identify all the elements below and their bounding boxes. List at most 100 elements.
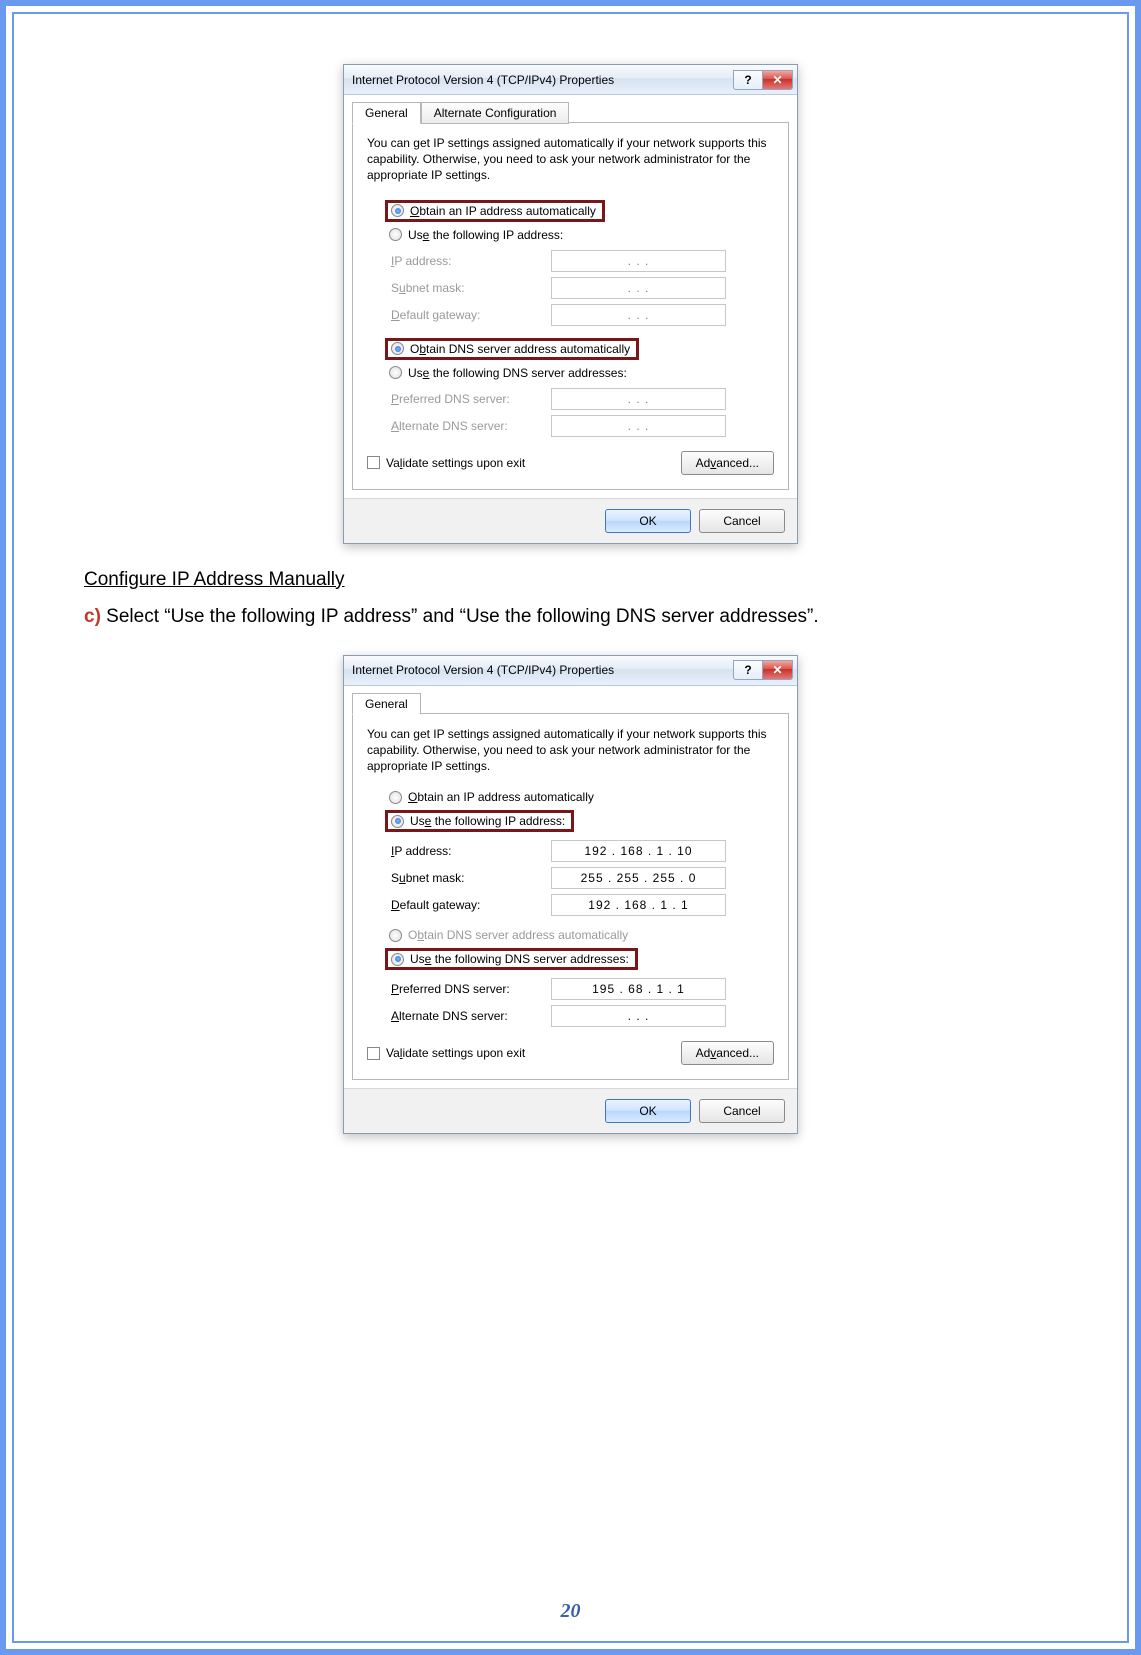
label-preferred-dns: Preferred DNS server: (391, 392, 551, 406)
input-ip-address[interactable]: . . . (551, 250, 726, 272)
dns-fields-group: Preferred DNS server: . . . Alternate DN… (391, 388, 774, 437)
bottom-row: Validate settings upon exit Advanced... (367, 451, 774, 475)
tab-panel-general: You can get IP settings assigned automat… (352, 713, 789, 1081)
radio-label: Obtain an IP address automatically (408, 790, 594, 804)
radio-obtain-dns-auto[interactable]: Obtain DNS server address automatically (385, 926, 774, 944)
radio-label: Use the following DNS server addresses: (408, 366, 627, 380)
label-preferred-dns: Preferred DNS server: (391, 982, 551, 996)
intro-text: You can get IP settings assigned automat… (367, 726, 774, 775)
page-outer-border: Internet Protocol Version 4 (TCP/IPv4) P… (0, 0, 1141, 1655)
radio-icon (389, 366, 402, 379)
radio-label: Use the following IP address: (408, 228, 563, 242)
row-default-gateway: Default gateway: . . . (391, 304, 774, 326)
label-alternate-dns: Alternate DNS server: (391, 1009, 551, 1023)
close-button[interactable]: ✕ (763, 660, 793, 680)
label-default-gateway: Default gateway: (391, 308, 551, 322)
ipv4-properties-dialog-manual: Internet Protocol Version 4 (TCP/IPv4) P… (343, 655, 798, 1135)
radio-icon (389, 929, 402, 942)
intro-text: You can get IP settings assigned automat… (367, 135, 774, 184)
help-icon: ? (744, 73, 751, 87)
section-heading: Configure IP Address Manually (84, 569, 1057, 591)
label-alternate-dns: Alternate DNS server: (391, 419, 551, 433)
page-number: 20 (14, 1600, 1127, 1623)
input-preferred-dns[interactable]: . . . (551, 388, 726, 410)
dialog-body: General Alternate Configuration You can … (344, 95, 797, 498)
radio-obtain-dns-auto[interactable]: Obtain DNS server address automatically (385, 338, 639, 360)
row-default-gateway: Default gateway: 192 . 168 . 1 . 1 (391, 894, 774, 916)
bottom-row: Validate settings upon exit Advanced... (367, 1041, 774, 1065)
row-subnet-mask: Subnet mask: . . . (391, 277, 774, 299)
label-subnet-mask: Subnet mask: (391, 871, 551, 885)
label-subnet-mask: Subnet mask: (391, 281, 551, 295)
step-body: Select “Use the following IP address” an… (101, 606, 819, 627)
row-ip-address: IP address: 192 . 168 . 1 . 10 (391, 840, 774, 862)
row-preferred-dns: Preferred DNS server: . . . (391, 388, 774, 410)
tab-alternate-configuration[interactable]: Alternate Configuration (421, 102, 570, 124)
label-validate-on-exit: Validate settings upon exit (386, 1046, 525, 1060)
help-icon: ? (744, 663, 751, 677)
input-preferred-dns[interactable]: 195 . 68 . 1 . 1 (551, 978, 726, 1000)
input-alternate-dns[interactable]: . . . (551, 1005, 726, 1027)
advanced-button[interactable]: Advanced... (681, 451, 774, 475)
radio-obtain-ip-auto[interactable]: Obtain an IP address automatically (385, 788, 774, 806)
radio-label: Obtain an IP address automatically (410, 204, 596, 218)
window-title: Internet Protocol Version 4 (TCP/IPv4) P… (352, 663, 614, 677)
close-button[interactable]: ✕ (763, 70, 793, 90)
tab-general[interactable]: General (352, 693, 421, 715)
row-preferred-dns: Preferred DNS server: 195 . 68 . 1 . 1 (391, 978, 774, 1000)
row-alternate-dns: Alternate DNS server: . . . (391, 415, 774, 437)
tab-general[interactable]: General (352, 102, 421, 124)
radio-icon (391, 815, 404, 828)
radio-use-following-ip[interactable]: Use the following IP address: (385, 810, 574, 832)
radio-obtain-ip-auto[interactable]: Obtain an IP address automatically (385, 200, 605, 222)
radio-label: Use the following DNS server addresses: (410, 952, 629, 966)
close-icon: ✕ (772, 73, 782, 87)
row-alternate-dns: Alternate DNS server: . . . (391, 1005, 774, 1027)
checkbox-validate-on-exit[interactable] (367, 456, 380, 469)
dialog-body: General You can get IP settings assigned… (344, 686, 797, 1089)
radio-icon (389, 791, 402, 804)
help-button[interactable]: ? (733, 660, 763, 680)
ip-fields-group: IP address: . . . Subnet mask: . . . Def… (391, 250, 774, 326)
cancel-button[interactable]: Cancel (699, 1099, 785, 1123)
titlebar-buttons: ? ✕ (733, 70, 793, 90)
tab-panel-general: You can get IP settings assigned automat… (352, 122, 789, 490)
input-subnet-mask[interactable]: . . . (551, 277, 726, 299)
step-c-text: c) Select “Use the following IP address”… (84, 599, 1057, 635)
input-default-gateway[interactable]: 192 . 168 . 1 . 1 (551, 894, 726, 916)
titlebar-buttons: ? ✕ (733, 660, 793, 680)
label-ip-address: IP address: (391, 254, 551, 268)
radio-use-following-dns[interactable]: Use the following DNS server addresses: (385, 364, 774, 382)
input-ip-address[interactable]: 192 . 168 . 1 . 10 (551, 840, 726, 862)
step-marker: c) (84, 606, 101, 627)
close-icon: ✕ (772, 663, 782, 677)
radio-use-following-ip[interactable]: Use the following IP address: (385, 226, 774, 244)
radio-label: Obtain DNS server address automatically (408, 928, 628, 942)
window-title: Internet Protocol Version 4 (TCP/IPv4) P… (352, 73, 614, 87)
radio-icon (391, 953, 404, 966)
dialog-footer: OK Cancel (344, 1088, 797, 1133)
advanced-button[interactable]: Advanced... (681, 1041, 774, 1065)
label-validate-on-exit: Validate settings upon exit (386, 456, 525, 470)
input-subnet-mask[interactable]: 255 . 255 . 255 . 0 (551, 867, 726, 889)
tabstrip: General (352, 692, 789, 714)
dns-fields-group: Preferred DNS server: 195 . 68 . 1 . 1 A… (391, 978, 774, 1027)
titlebar[interactable]: Internet Protocol Version 4 (TCP/IPv4) P… (344, 65, 797, 95)
checkbox-validate-on-exit[interactable] (367, 1047, 380, 1060)
cancel-button[interactable]: Cancel (699, 509, 785, 533)
tabstrip: General Alternate Configuration (352, 101, 789, 123)
ok-button[interactable]: OK (605, 1099, 691, 1123)
page-inner-border: Internet Protocol Version 4 (TCP/IPv4) P… (12, 12, 1129, 1643)
label-ip-address: IP address: (391, 844, 551, 858)
input-alternate-dns[interactable]: . . . (551, 415, 726, 437)
radio-use-following-dns[interactable]: Use the following DNS server addresses: (385, 948, 638, 970)
help-button[interactable]: ? (733, 70, 763, 90)
row-ip-address: IP address: . . . (391, 250, 774, 272)
titlebar[interactable]: Internet Protocol Version 4 (TCP/IPv4) P… (344, 656, 797, 686)
radio-icon (391, 204, 404, 217)
input-default-gateway[interactable]: . . . (551, 304, 726, 326)
ok-button[interactable]: OK (605, 509, 691, 533)
radio-label: Obtain DNS server address automatically (410, 342, 630, 356)
radio-icon (389, 228, 402, 241)
radio-icon (391, 342, 404, 355)
